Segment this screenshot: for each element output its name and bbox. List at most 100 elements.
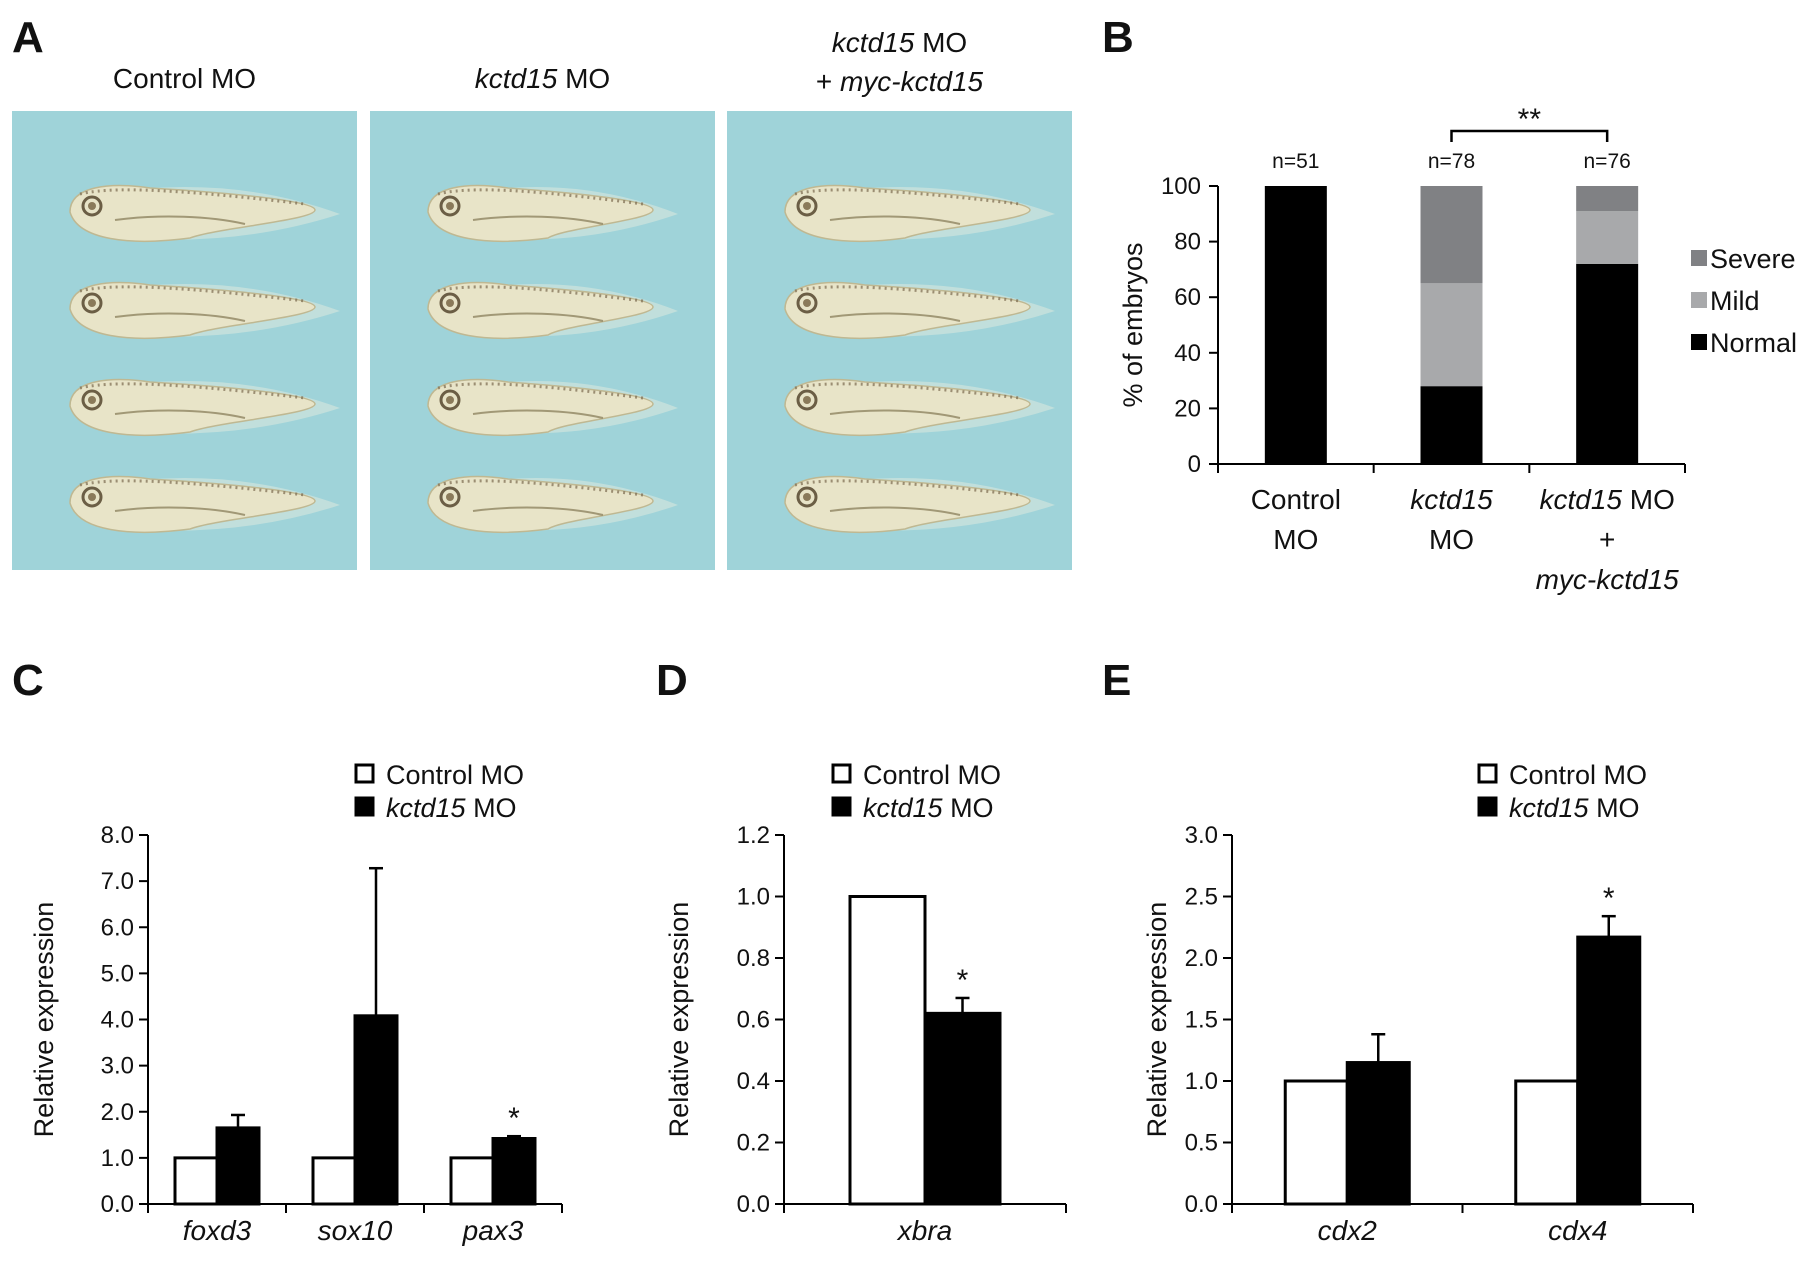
legend-label-kctd15-part: kctd15 bbox=[863, 793, 944, 823]
embryo-eye-pupil bbox=[803, 396, 811, 404]
y-tick-label: 4.0 bbox=[101, 1007, 134, 1034]
legend-label-normal: Normal bbox=[1710, 328, 1797, 358]
y-tick-label: 0.6 bbox=[737, 1007, 770, 1034]
y-tick-label: 6.0 bbox=[101, 914, 134, 941]
category-label-2-line1: + bbox=[1599, 524, 1615, 555]
bar-control bbox=[1514, 1079, 1580, 1206]
significance-bracket bbox=[1450, 129, 1609, 142]
y-tick-label: 5.0 bbox=[101, 960, 134, 987]
panel-letter-e: E bbox=[1102, 656, 1131, 705]
legend-label-kctd15: kctd15 MO bbox=[1509, 793, 1640, 823]
embryo bbox=[427, 184, 678, 242]
legend-swatch-normal bbox=[1691, 334, 1707, 350]
category-label-2-line0-part: kctd15 bbox=[1539, 484, 1622, 515]
embryo-eye bbox=[81, 389, 103, 411]
embryo-gut bbox=[829, 506, 961, 516]
embryo bbox=[69, 281, 340, 339]
y-tick-label: 0.8 bbox=[737, 945, 770, 972]
column-label-2-line1-part: MO bbox=[914, 27, 967, 58]
embryo-pigment bbox=[794, 382, 1021, 400]
embryo-eye-pupil bbox=[803, 299, 811, 307]
legend-label-control-part: Control MO bbox=[1509, 760, 1647, 790]
bar-segment-normal bbox=[1264, 186, 1327, 464]
category-label-2-line1-part: + bbox=[1599, 524, 1615, 555]
y-tick-label: 40 bbox=[1174, 340, 1201, 367]
panel-letter-b: B bbox=[1102, 13, 1134, 62]
bar-control bbox=[1283, 1079, 1349, 1206]
column-label-1-part: kctd15 bbox=[475, 63, 558, 94]
category-label-2-line2-part: myc-kctd15 bbox=[1536, 564, 1680, 595]
category-label-0-line1: MO bbox=[1273, 524, 1318, 555]
y-tick-label: 1.0 bbox=[101, 1145, 134, 1172]
category-label-2-line2: myc-kctd15 bbox=[1536, 564, 1680, 595]
legend-label-severe: Severe bbox=[1710, 244, 1796, 274]
embryo-gut bbox=[472, 312, 604, 322]
chart-b: B 0 20 40 60 80 100 % of embryos n=51 Control MO n=… bbox=[1102, 13, 1797, 595]
legend-swatch-control bbox=[831, 763, 852, 784]
column-label-0-part: Control MO bbox=[113, 63, 256, 94]
category-label-1-line0: kctd15 bbox=[1410, 484, 1493, 515]
column-label-2-line1: kctd15 MO bbox=[832, 27, 967, 58]
legend-swatch-mild bbox=[1691, 292, 1707, 308]
embryo-pigment bbox=[79, 188, 306, 206]
embryo-eye-pupil bbox=[803, 493, 811, 501]
category-label-1-line0-part: kctd15 bbox=[1410, 484, 1493, 515]
y-axis-title: Relative expression bbox=[1142, 902, 1172, 1138]
y-tick-label: 8.0 bbox=[101, 822, 134, 849]
bar-kctd15 bbox=[353, 1014, 399, 1206]
y-tick-label: 3.0 bbox=[1185, 822, 1218, 849]
embryo-gut bbox=[114, 506, 246, 516]
embryo-gut bbox=[472, 506, 604, 516]
embryo-gut bbox=[114, 409, 246, 419]
bar-segment-mild bbox=[1576, 211, 1639, 264]
embryo bbox=[69, 184, 340, 242]
embryo bbox=[784, 184, 1055, 242]
y-tick-label: 7.0 bbox=[101, 868, 134, 895]
bar-kctd15 bbox=[215, 1126, 261, 1206]
embryo-eye bbox=[439, 195, 461, 217]
column-label-2-line2-part: + bbox=[816, 66, 840, 97]
legend-swatch-control bbox=[354, 763, 375, 784]
embryo-eye-pupil bbox=[446, 202, 454, 210]
embryo-pigment bbox=[794, 188, 1021, 206]
significance-star: * bbox=[1603, 882, 1615, 915]
embryo bbox=[427, 281, 678, 339]
bar-control bbox=[848, 895, 927, 1206]
legend-label-kctd15-part: MO bbox=[1589, 793, 1640, 823]
legend-label-mild: Mild bbox=[1710, 286, 1760, 316]
embryo-photo-1 bbox=[370, 111, 715, 570]
bar-segment-severe bbox=[1420, 186, 1483, 284]
y-tick-label: 1.0 bbox=[1185, 1068, 1218, 1095]
embryo-pigment bbox=[794, 285, 1021, 303]
embryo-gut bbox=[829, 409, 961, 419]
column-label-2-line2-part: myc-kctd15 bbox=[840, 66, 984, 97]
category-label-2-line0-part: MO bbox=[1622, 484, 1675, 515]
legend-label-control: Control MO bbox=[386, 760, 524, 790]
significance-star: * bbox=[508, 1102, 520, 1135]
category-label-0-line0-part: Control bbox=[1251, 484, 1341, 515]
embryo-photo-0 bbox=[12, 111, 357, 570]
bar-segment-normal bbox=[1576, 263, 1639, 464]
y-tick-label: 100 bbox=[1161, 173, 1201, 200]
column-label-2-line2: + myc-kctd15 bbox=[816, 66, 984, 97]
embryo-pigment bbox=[79, 382, 306, 400]
category-label-2-line0: kctd15 MO bbox=[1539, 484, 1674, 515]
n-label: n=51 bbox=[1272, 150, 1319, 173]
category-label: pax3 bbox=[462, 1215, 524, 1246]
embryo-eye bbox=[796, 195, 818, 217]
embryo bbox=[427, 475, 678, 533]
legend-label-kctd15-part: kctd15 bbox=[386, 793, 467, 823]
embryo-body bbox=[427, 184, 654, 242]
legend-swatch-kctd15 bbox=[354, 796, 375, 817]
embryo-eye-pupil bbox=[88, 493, 96, 501]
embryo bbox=[69, 475, 340, 533]
embryo-eye-pupil bbox=[88, 299, 96, 307]
embryo-eye bbox=[81, 292, 103, 314]
y-tick-label: 20 bbox=[1174, 395, 1201, 422]
legend-swatch-severe bbox=[1691, 250, 1707, 266]
embryo-eye-pupil bbox=[803, 202, 811, 210]
embryo-eye bbox=[439, 389, 461, 411]
embryo-pigment bbox=[794, 479, 1021, 497]
